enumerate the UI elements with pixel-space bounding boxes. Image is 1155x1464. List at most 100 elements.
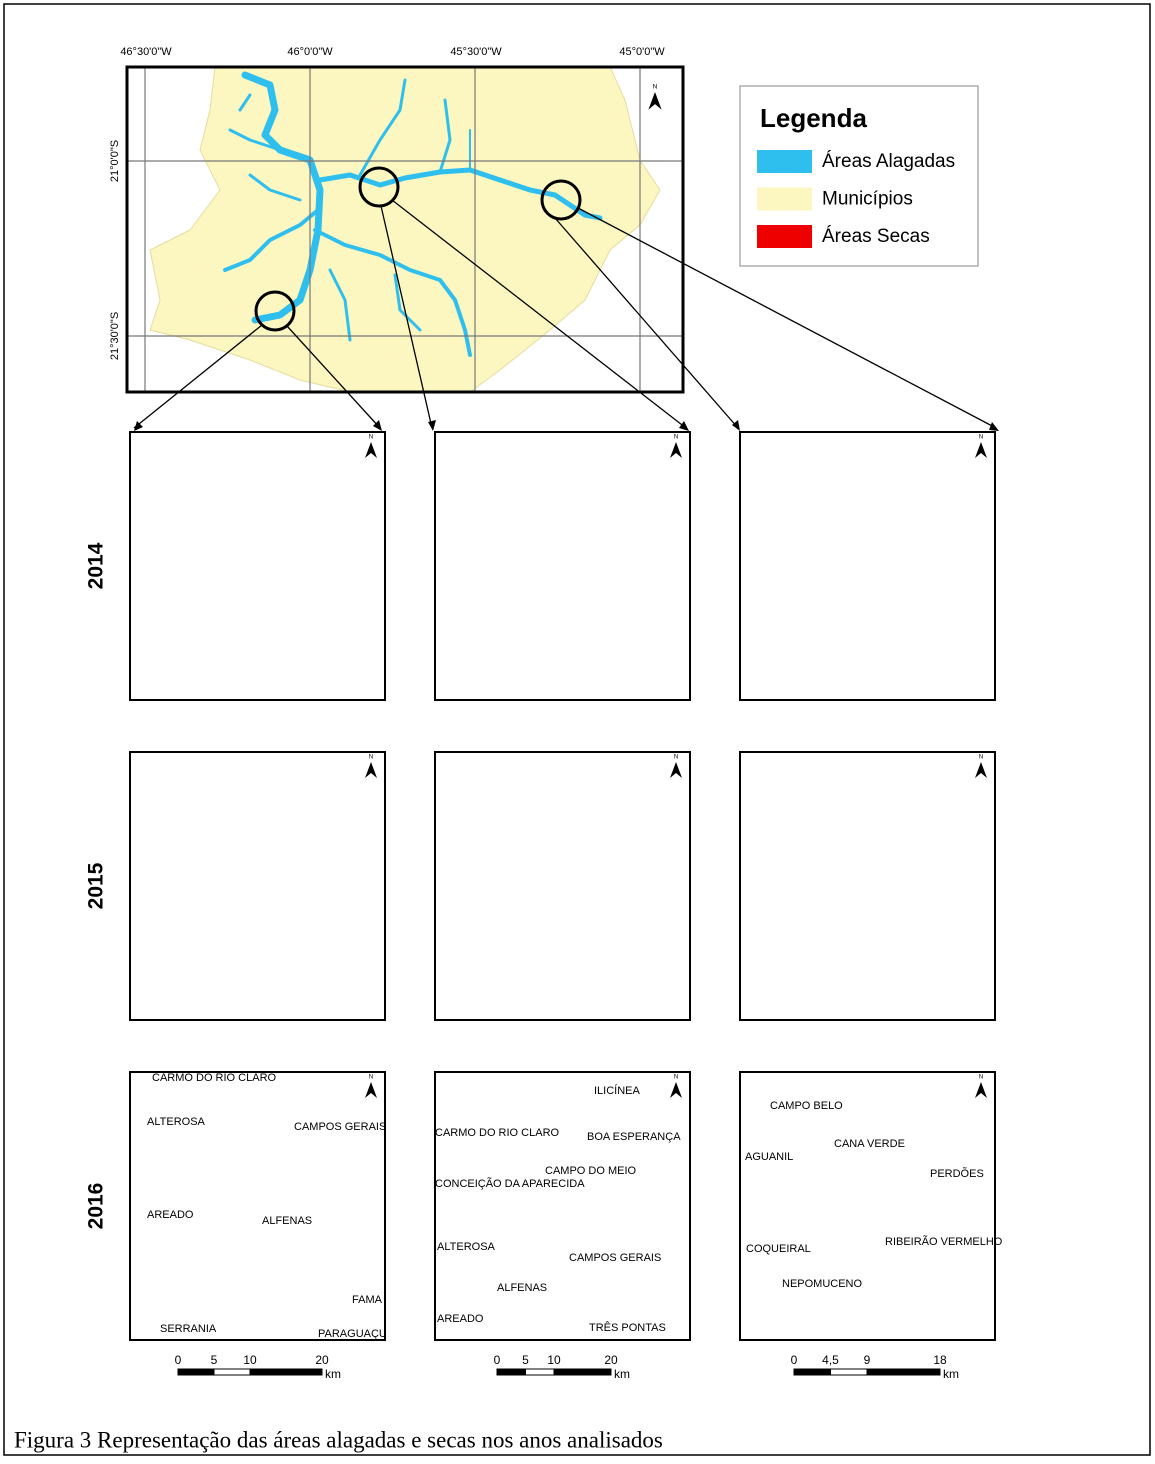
scale-label: 10 bbox=[243, 1353, 257, 1367]
zoom-arrowheads bbox=[134, 420, 999, 431]
scale-label: 4,5 bbox=[822, 1353, 839, 1367]
longitude-label: 46°30'0"W bbox=[120, 46, 172, 58]
place-name: ALFENAS bbox=[262, 1215, 312, 1227]
longitude-label: 45°0'0"W bbox=[619, 46, 665, 58]
panel-bg bbox=[740, 752, 995, 1020]
scale-segment bbox=[866, 1368, 941, 1376]
panel-bg bbox=[740, 432, 995, 700]
year-label: 2015 bbox=[85, 862, 108, 909]
scale-segment bbox=[213, 1368, 251, 1376]
place-name: CANA VERDE bbox=[834, 1138, 905, 1150]
place-name: RIBEIRÃO VERMELHO bbox=[885, 1235, 1003, 1248]
place-name: CAMPOS GERAIS bbox=[569, 1252, 661, 1264]
place-name: CARMO DO RIO CLARO bbox=[152, 1072, 277, 1084]
scale-label: 0 bbox=[791, 1353, 798, 1367]
panel-bg bbox=[130, 1072, 385, 1340]
place-name: CARMO DO RIO CLARO bbox=[435, 1127, 560, 1139]
place-name: ILICÍNEA bbox=[594, 1084, 641, 1097]
place-name: FAMA bbox=[352, 1294, 383, 1306]
north-label: N bbox=[674, 435, 678, 441]
legend-label: Áreas Secas bbox=[822, 226, 930, 247]
legend-label: Municípios bbox=[822, 189, 913, 210]
main-map-frame bbox=[125, 65, 685, 394]
place-name: PERDÕES bbox=[930, 1167, 984, 1180]
scale-segment bbox=[177, 1368, 215, 1376]
scale-unit: km bbox=[325, 1367, 341, 1381]
place-name: CAMPOS GERAIS bbox=[294, 1121, 386, 1133]
legend-swatch bbox=[757, 187, 812, 211]
panel-bg bbox=[130, 752, 385, 1020]
north-arrow bbox=[365, 762, 377, 778]
place-name: CAMPO BELO bbox=[770, 1100, 843, 1112]
scale-segment bbox=[793, 1368, 831, 1376]
scale-label: 5 bbox=[522, 1353, 529, 1367]
scale-segment bbox=[525, 1368, 555, 1376]
place-name: AREADO bbox=[147, 1209, 194, 1221]
zoom-arrows bbox=[133, 199, 997, 429]
scale-label: 0 bbox=[494, 1353, 501, 1367]
north-arrow bbox=[670, 442, 682, 458]
scale-label: 5 bbox=[211, 1353, 218, 1367]
year-label: 2014 bbox=[85, 542, 108, 589]
place-name: AREADO bbox=[437, 1313, 484, 1325]
north-arrow bbox=[975, 442, 987, 458]
north-arrow bbox=[975, 762, 987, 778]
panel-frame bbox=[434, 751, 691, 1021]
north-arrow bbox=[648, 92, 662, 110]
scale-label: 18 bbox=[933, 1353, 947, 1367]
panel-frame bbox=[739, 431, 996, 701]
place-name: TRÊS PONTAS bbox=[589, 1321, 666, 1334]
place-name: AGUANIL bbox=[745, 1151, 793, 1163]
main-map bbox=[125, 65, 999, 431]
scale-label: 0 bbox=[175, 1353, 182, 1367]
scale-label: 10 bbox=[547, 1353, 561, 1367]
panel-bg bbox=[740, 1072, 995, 1340]
zoom-circles bbox=[254, 166, 582, 332]
legend-swatch bbox=[757, 225, 812, 248]
panel-bg bbox=[435, 432, 690, 700]
north-arrow bbox=[670, 1082, 682, 1098]
north-label: N bbox=[979, 755, 983, 761]
figure-border bbox=[3, 3, 1151, 1456]
north-arrow bbox=[975, 1082, 987, 1098]
scale-unit: km bbox=[943, 1367, 959, 1381]
place-name: ALTEROSA bbox=[437, 1241, 496, 1253]
panel-frame bbox=[739, 751, 996, 1021]
north-label: N bbox=[979, 435, 983, 441]
place-name: PARAGUAÇU bbox=[318, 1328, 387, 1340]
north-arrow bbox=[365, 1082, 377, 1098]
place-name: CAMPO DO MEIO bbox=[545, 1165, 637, 1177]
scale-segment bbox=[830, 1368, 868, 1376]
panel-frame bbox=[739, 1071, 996, 1341]
scale-unit: km bbox=[614, 1367, 630, 1381]
panel-frame bbox=[434, 431, 691, 701]
panel-frame bbox=[129, 1071, 386, 1341]
year-label: 2016 bbox=[85, 1183, 108, 1230]
place-name: ALFENAS bbox=[497, 1282, 547, 1294]
latitude-label: 21°30'0"S bbox=[109, 312, 121, 360]
place-name: CONCEIÇÃO DA APARECIDA bbox=[435, 1177, 585, 1190]
panel-bg bbox=[435, 1072, 690, 1340]
north-label: N bbox=[674, 1075, 678, 1081]
scale-label: 20 bbox=[604, 1353, 618, 1367]
north-label: N bbox=[674, 755, 678, 761]
scale-label: 20 bbox=[315, 1353, 329, 1367]
scale-segment bbox=[496, 1368, 526, 1376]
panel-bg bbox=[130, 432, 385, 700]
legend-label: Áreas Alagadas bbox=[822, 151, 955, 172]
scale-segment bbox=[553, 1368, 612, 1376]
graticule bbox=[127, 67, 683, 392]
north-label: N bbox=[369, 755, 373, 761]
place-name: COQUEIRAL bbox=[746, 1243, 811, 1255]
legend-swatch bbox=[757, 150, 812, 173]
caption: Figura 3 Representação das áreas alagada… bbox=[14, 1427, 663, 1452]
scale-label: 9 bbox=[864, 1353, 871, 1367]
place-name: ALTEROSA bbox=[147, 1116, 206, 1128]
panel-frame bbox=[434, 1071, 691, 1341]
north-label: N bbox=[979, 1075, 983, 1081]
place-name: NEPOMUCENO bbox=[782, 1278, 863, 1290]
longitude-label: 45°30'0"W bbox=[450, 46, 502, 58]
place-name: BOA ESPERANÇA bbox=[587, 1131, 681, 1143]
panel-frame bbox=[129, 431, 386, 701]
